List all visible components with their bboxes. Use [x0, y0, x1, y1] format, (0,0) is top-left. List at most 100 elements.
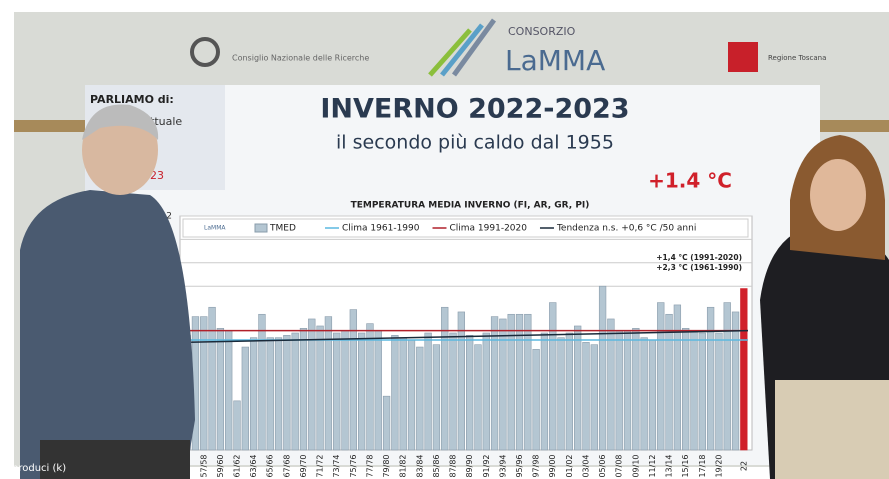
- bar: [474, 344, 482, 451]
- bar: [341, 330, 349, 451]
- bar: [374, 330, 382, 451]
- bar: [349, 309, 357, 451]
- card-line: 23: [150, 169, 164, 182]
- bar: [648, 339, 657, 451]
- chart: 910111257/5859/6061/6263/6465/6667/6869/…: [161, 212, 752, 478]
- bar: [441, 306, 449, 451]
- bar: [715, 332, 723, 451]
- bar: [607, 318, 615, 451]
- legend-label: Tendenza n.s. +0,6 °C /50 anni: [556, 224, 696, 234]
- x-tick-label: 15/16: [681, 454, 690, 477]
- bar: [574, 325, 582, 451]
- x-tick-label: 57/58: [199, 454, 208, 477]
- x-tick-label: 61/62: [233, 454, 242, 477]
- bar: [731, 311, 740, 451]
- x-tick-label: 17/18: [698, 454, 707, 477]
- bar: [457, 311, 466, 451]
- bar: [640, 337, 648, 451]
- bar: [249, 337, 258, 451]
- x-tick-label: 67/68: [282, 454, 291, 477]
- bar: [590, 344, 598, 451]
- x-tick-label: 22: [739, 461, 748, 471]
- bar: [416, 346, 424, 451]
- x-tick-label: 59/60: [216, 454, 225, 477]
- x-tick-label: 83/84: [415, 454, 424, 477]
- bar: [391, 335, 399, 451]
- headline: INVERNO 2022-2023: [320, 94, 629, 125]
- bar: [316, 325, 324, 451]
- regione-text: Regione Toscana: [768, 54, 826, 62]
- bar: [623, 330, 632, 451]
- x-tick-label: 01/02: [565, 454, 574, 477]
- subheadline: il secondo più caldo dal 1955: [336, 132, 614, 154]
- bar: [274, 337, 283, 451]
- bar: [407, 339, 416, 451]
- bar: [557, 337, 565, 451]
- bar: [515, 313, 524, 451]
- consorzio-text: CONSORZIO: [508, 25, 576, 38]
- anomaly: +1.4 °C: [648, 169, 732, 193]
- bar: [258, 313, 266, 451]
- x-tick-label: 13/14: [665, 454, 674, 477]
- bar: [698, 332, 706, 451]
- cnr-logo: [190, 37, 220, 67]
- bar: [241, 346, 249, 451]
- bar: [673, 304, 682, 451]
- bar: [308, 318, 316, 451]
- bar: [549, 302, 557, 451]
- x-tick-label: 89/90: [465, 454, 474, 477]
- bar: [565, 332, 574, 451]
- bar: [632, 328, 640, 451]
- chart-title: TEMPERATURA MEDIA INVERNO (FI, AR, GR, P…: [351, 201, 590, 211]
- bar: [532, 349, 540, 451]
- bar: [490, 316, 499, 451]
- x-tick-label: 77/78: [365, 454, 374, 477]
- x-tick-label: 03/04: [581, 454, 590, 477]
- bar: [291, 332, 299, 451]
- bar: [208, 306, 216, 451]
- bar: [299, 328, 308, 451]
- x-tick-label: 05/06: [598, 454, 607, 477]
- x-tick-label: 97/98: [532, 454, 541, 477]
- x-tick-label: 65/66: [266, 454, 275, 477]
- legend-label: TMED: [269, 224, 296, 234]
- bar: [333, 332, 341, 451]
- woman: [760, 135, 889, 479]
- bar: [740, 288, 748, 451]
- legend-box: [182, 218, 749, 238]
- lamma-logo: [428, 18, 497, 77]
- bar: [706, 306, 715, 451]
- x-tick-label: 11/12: [648, 454, 657, 477]
- bar: [540, 332, 549, 451]
- bar: [424, 332, 432, 451]
- bar: [283, 335, 291, 451]
- caption: produci (k): [12, 463, 66, 474]
- bar: [499, 318, 507, 451]
- bar: [723, 302, 731, 451]
- x-tick-label: 95/96: [515, 454, 524, 477]
- bar: [449, 332, 457, 451]
- regione-logo: [728, 42, 758, 72]
- man: [20, 104, 195, 479]
- bar: [225, 330, 233, 451]
- bar: [665, 313, 673, 451]
- x-tick-label: 71/72: [316, 454, 325, 477]
- bar: [657, 302, 665, 451]
- bar: [200, 316, 208, 451]
- x-tick-label: 87/88: [449, 454, 458, 477]
- reference-line: [182, 329, 749, 344]
- bar: [382, 395, 391, 451]
- x-tick-label: 63/64: [249, 454, 258, 477]
- x-tick-label: 69/70: [299, 454, 308, 477]
- bar: [507, 313, 515, 451]
- x-tick-label: 91/92: [482, 454, 491, 477]
- legend-label: Clima 1991-2020: [449, 224, 527, 234]
- annotation: +1,4 °C (1991-2020): [656, 253, 742, 262]
- bar: [524, 313, 532, 451]
- annotation: +2,3 °C (1961-1990): [656, 263, 742, 272]
- cnr-text: Consiglio Nazionale delle Ricerche: [232, 54, 369, 63]
- x-tick-label: 73/74: [332, 454, 341, 477]
- bar: [465, 335, 474, 451]
- bar: [582, 342, 590, 451]
- x-tick-label: 75/76: [349, 454, 358, 477]
